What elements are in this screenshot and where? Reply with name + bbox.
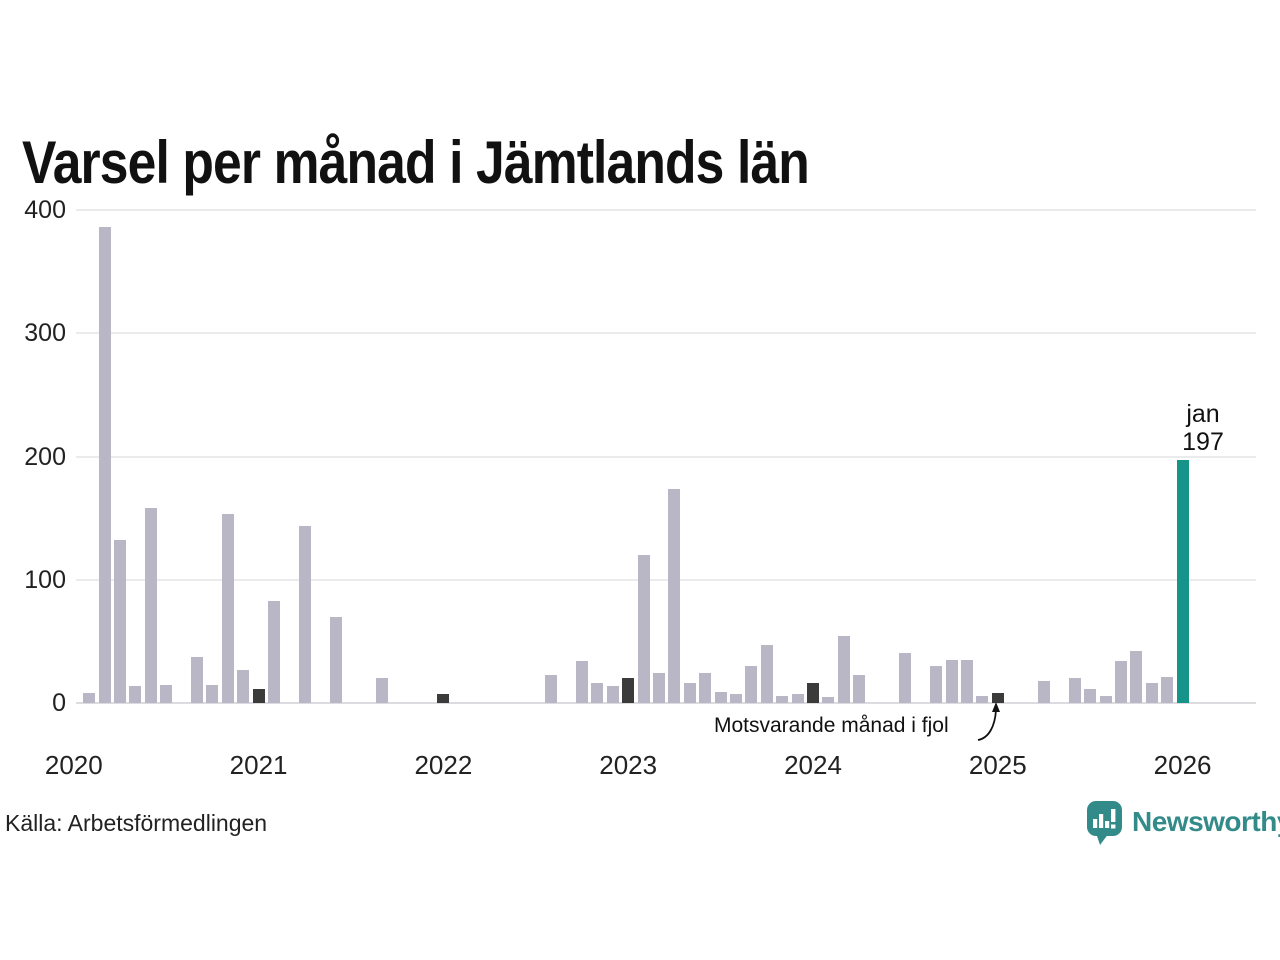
bar-2020-05: [129, 685, 142, 703]
newsworthy-wordmark: Newsworthy: [1132, 806, 1280, 837]
bar-2023-02: [637, 555, 650, 703]
bar-2022-10: [576, 661, 588, 703]
x-axis-label-2022: 2022: [414, 750, 473, 780]
annotation-last-year: Motsvarande månad i fjol: [714, 714, 949, 737]
bar-2022-08: [545, 674, 558, 703]
bar-2024-12: [976, 695, 989, 703]
bar-2025-11: [1145, 683, 1158, 703]
bar-2024-04: [853, 674, 866, 703]
x-axis-label-2025: 2025: [968, 750, 1027, 780]
bar-2023-10: [760, 645, 773, 703]
y-axis-label-0: 0: [52, 689, 66, 717]
latest-bar-label-month: jan: [1186, 400, 1220, 428]
bar-2025-09: [1115, 661, 1127, 703]
x-axis-label-2024: 2024: [784, 750, 842, 780]
bar-2023-09: [745, 666, 758, 703]
bar-2020-02: [83, 693, 96, 703]
bar-2025-12: [1161, 677, 1174, 703]
y-axis-label-100: 100: [24, 565, 66, 594]
source-label: Källa: Arbetsförmedlingen: [5, 810, 268, 836]
newsworthy-logo: Newsworthy: [1086, 800, 1280, 846]
bar-2023-03: [653, 673, 665, 703]
gridline: [76, 332, 1256, 335]
bar-2020-03: [98, 227, 111, 703]
annotation-arrow-icon: [977, 702, 1000, 741]
bar-2024-07: [899, 652, 912, 703]
bar-2020-07: [160, 684, 173, 703]
bar-2024-02: [822, 696, 835, 703]
x-axis-label-2021: 2021: [229, 750, 288, 780]
bar-2025-01: [991, 693, 1004, 703]
bar-2020-10: [206, 684, 219, 703]
y-axis-label-300: 300: [24, 319, 66, 348]
latest-bar-label: jan 197: [1172, 400, 1234, 456]
x-axis-label-2023: 2023: [599, 750, 658, 780]
y-axis-label-200: 200: [24, 442, 66, 471]
bar-2022-11: [591, 683, 604, 703]
x-axis-label-2020: 2020: [44, 750, 103, 780]
bar-2020-12: [237, 669, 250, 703]
bar-2025-07: [1084, 689, 1097, 703]
gridline: [76, 578, 1256, 581]
bar-2020-11: [221, 514, 234, 703]
bar-2021-01: [252, 689, 265, 703]
x-axis-line: [76, 702, 1256, 704]
bar-2023-07: [714, 691, 727, 703]
bar-2023-04: [668, 488, 681, 703]
bar-2021-04: [298, 525, 311, 703]
bar-2023-11: [776, 695, 789, 703]
bar-2023-12: [791, 694, 804, 703]
bar-2021-06: [329, 616, 342, 703]
x-axis-label-2026: 2026: [1153, 750, 1212, 780]
bar-2023-06: [699, 673, 712, 703]
bar-2022-12: [606, 685, 619, 703]
page-title: Varsel per månad i Jämtlands län: [22, 129, 810, 196]
bar-2024-03: [837, 636, 850, 703]
bar-2023-01: [622, 678, 635, 703]
bar-2025-10: [1130, 651, 1143, 703]
bar-2025-04: [1038, 680, 1050, 703]
bar-2024-01: [807, 683, 819, 703]
bar-2026-01: [1176, 460, 1189, 703]
bar-2020-06: [144, 508, 157, 703]
gridline: [76, 455, 1256, 458]
bar-2024-10: [945, 659, 958, 703]
bar-2022-01: [437, 694, 450, 703]
bar-2024-09: [930, 666, 943, 703]
bar-2020-04: [114, 540, 126, 703]
bar-2020-09: [191, 657, 203, 703]
bar-2021-09: [375, 678, 388, 703]
bar-2021-02: [268, 600, 280, 703]
bar-2023-08: [730, 694, 742, 703]
latest-bar-label-value: 197: [1182, 428, 1224, 456]
bar-2025-08: [1099, 695, 1112, 703]
newsworthy-icon: [1087, 801, 1122, 845]
bar-2023-05: [683, 683, 696, 703]
bar-2025-06: [1068, 678, 1081, 703]
gridline: [76, 209, 1256, 211]
y-axis-label-400: 400: [24, 196, 66, 224]
bar-2024-11: [961, 659, 973, 703]
